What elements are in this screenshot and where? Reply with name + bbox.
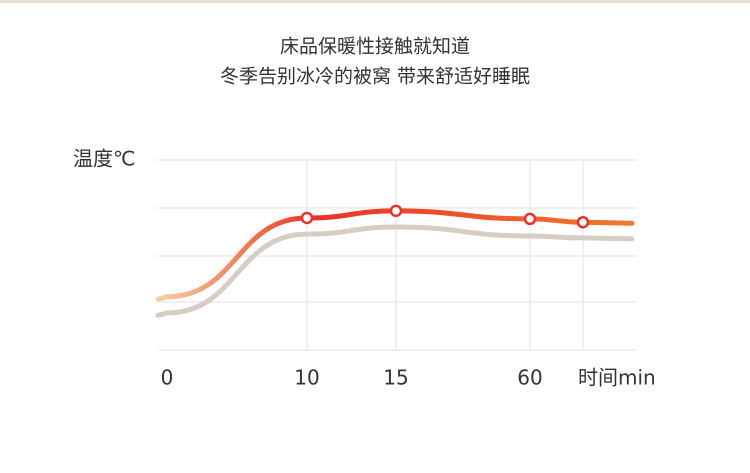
y-axis-label: 温度℃ [73,147,135,171]
x-tick-label: 0 [161,366,174,390]
data-marker [576,215,590,229]
top-band [0,0,750,3]
x-tick-label: 10 [294,366,319,390]
data-marker [300,211,314,225]
x-axis-label: 时间min [578,366,656,390]
data-marker [389,204,403,218]
chart-subtitle: 冬季告别冰冷的被窝 带来舒适好睡眠 [220,66,530,88]
series-line [155,224,635,318]
x-tick-label: 60 [517,366,542,390]
x-tick-label: 15 [383,366,408,390]
series-line [155,208,635,302]
data-marker [523,212,537,226]
grid [158,159,637,351]
chart-title: 床品保暖性接触就知道 [280,36,470,58]
